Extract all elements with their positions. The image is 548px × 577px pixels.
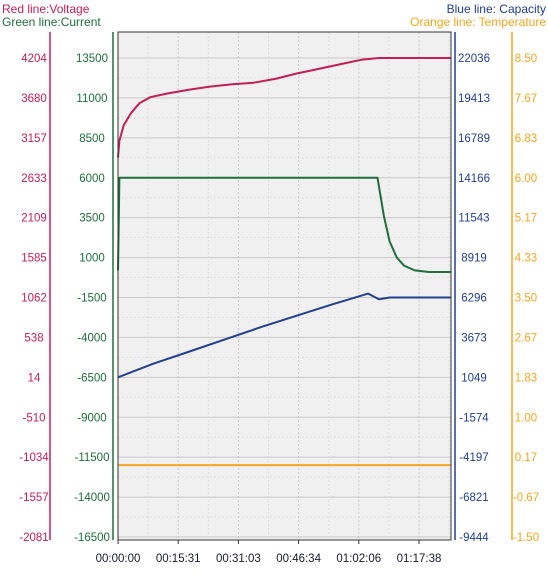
plot-area <box>118 32 451 540</box>
axes: 4204 3680 3157 2633 2109 1585 1062 538 14 -510 -10… <box>19 32 539 565</box>
capacity-tick-label: -4197 <box>459 452 488 464</box>
voltage-tick-label: 14 <box>28 372 41 384</box>
capacity-tick-label: -1574 <box>459 412 489 424</box>
voltage-tick-label: -1557 <box>19 492 48 504</box>
current-series-line <box>117 176 451 273</box>
temperature-tick-label: 7.67 <box>515 93 537 105</box>
temperature-tick-label: 0.17 <box>515 452 537 464</box>
current-tick-label: 8500 <box>79 133 105 145</box>
temperature-tick-label: 3.50 <box>515 293 537 305</box>
current-tick-label: -16500 <box>74 532 110 544</box>
capacity-tick-label: 8919 <box>461 253 487 265</box>
current-tick-label: -4000 <box>77 332 106 344</box>
series-group <box>117 57 451 467</box>
temperature-tick-label: 8.50 <box>515 53 537 65</box>
current-tick-label: 1000 <box>79 253 105 265</box>
voltage-tick-label: 4204 <box>21 53 47 65</box>
current-tick-label: 13500 <box>76 53 108 65</box>
temperature-tick-label: -1.50 <box>513 532 539 544</box>
voltage-tick-label: 3680 <box>21 93 47 105</box>
voltage-tick-label: 538 <box>24 332 43 344</box>
capacity-tick-label: 11543 <box>458 213 489 225</box>
temperature-tick-label: 5.17 <box>515 213 537 225</box>
voltage-tick-label: -510 <box>22 412 45 424</box>
plot-border <box>117 31 452 541</box>
voltage-tick-label: 1062 <box>21 293 47 305</box>
capacity-tick-label: 1049 <box>461 372 487 384</box>
temperature-tick-label: 1.00 <box>515 412 537 424</box>
voltage-tick-label: -1034 <box>19 452 49 464</box>
voltage-tick-label: -2081 <box>19 532 48 544</box>
voltage-tick-label: 2109 <box>21 213 47 225</box>
x-tick-label: 01:02:06 <box>336 553 381 565</box>
current-tick-label: -14000 <box>74 492 110 504</box>
temperature-tick-label: 6.00 <box>515 173 537 185</box>
legend-current: Green line:Current <box>2 15 101 29</box>
x-tick-label: 00:46:34 <box>276 553 321 565</box>
current-tick-label: 6000 <box>79 173 105 185</box>
capacity-tick-label: -6821 <box>459 492 488 504</box>
capacity-series-line <box>117 292 451 379</box>
capacity-tick-label: -9444 <box>459 532 489 544</box>
capacity-tick-label: 22036 <box>458 53 490 65</box>
current-tick-label: -9000 <box>77 412 106 424</box>
capacity-tick-label: 6296 <box>461 293 487 305</box>
voltage-tick-label: 1585 <box>21 253 47 265</box>
current-tick-label: -11500 <box>75 452 110 464</box>
voltage-tick-label: 3157 <box>21 133 47 145</box>
voltage-tick-label: 2633 <box>21 173 47 185</box>
x-tick-label: 00:00:00 <box>96 553 141 565</box>
x-tick-label: 00:31:03 <box>216 553 261 565</box>
current-tick-label: -6500 <box>77 372 106 384</box>
capacity-tick-label: 16789 <box>458 133 490 145</box>
current-tick-label: 11000 <box>76 93 107 105</box>
legend-temperature: Orange line: Temperature <box>410 15 546 29</box>
temperature-tick-label: 4.33 <box>515 253 537 265</box>
temperature-tick-label: -0.67 <box>513 492 539 504</box>
voltage-series-line <box>117 57 451 158</box>
legend-capacity: Blue line: Capacity <box>446 2 546 16</box>
temperature-tick-label: 6.83 <box>515 133 537 145</box>
legend-voltage: Red line:Voltage <box>2 2 90 16</box>
current-tick-label: 3500 <box>79 213 105 225</box>
capacity-tick-label: 3673 <box>461 332 487 344</box>
x-tick-label: 00:15:31 <box>156 553 201 565</box>
capacity-tick-label: 14166 <box>458 173 490 185</box>
current-tick-label: -1500 <box>77 293 106 305</box>
x-tick-label: 01:17:38 <box>397 553 442 565</box>
temperature-tick-label: 2.67 <box>515 332 537 344</box>
capacity-tick-label: 19413 <box>458 93 490 105</box>
temperature-tick-label: 1.83 <box>515 372 537 384</box>
